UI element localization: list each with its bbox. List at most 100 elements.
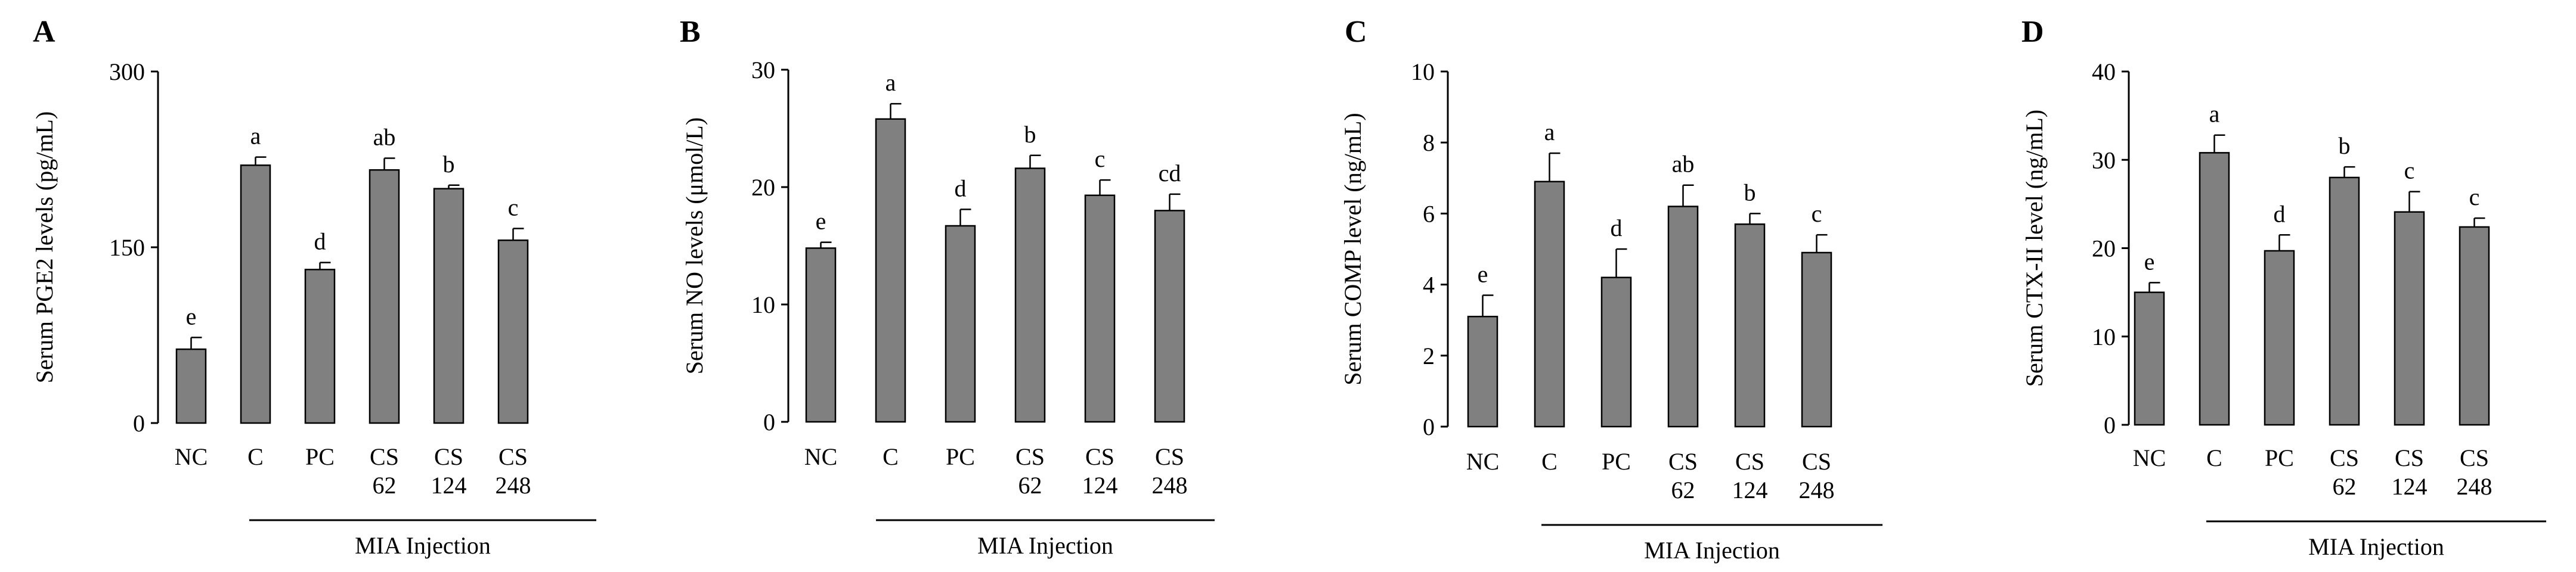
y-tick-label: 30 <box>2092 147 2116 173</box>
significance-letter: d <box>955 175 967 201</box>
y-tick-label: 8 <box>1423 129 1435 156</box>
y-tick-label: 20 <box>2092 235 2116 262</box>
significance-letter: cd <box>1159 160 1181 186</box>
category-label: CS <box>1015 443 1045 470</box>
significance-letter: c <box>1095 145 1106 172</box>
category-label: 62 <box>2333 473 2357 500</box>
category-label: NC <box>1466 448 1500 475</box>
category-label: CS <box>1735 448 1764 475</box>
bar <box>175 348 207 424</box>
category-label: CS <box>2330 444 2359 471</box>
significance-letter: e <box>1478 260 1488 287</box>
category-label: 62 <box>373 472 397 499</box>
significance-letter: a <box>1544 119 1555 145</box>
y-tick-label: 0 <box>1423 414 1435 440</box>
category-label: PC <box>305 443 335 470</box>
significance-letter: a <box>2209 101 2220 128</box>
y-tick-label: 0 <box>2104 412 2116 439</box>
panel-letter: C <box>1345 15 1367 49</box>
y-tick-label: 40 <box>2092 58 2116 85</box>
y-axis-label: Serum PGE2 levels (pg/mL) <box>31 111 58 384</box>
bar <box>875 118 906 423</box>
significance-letter: d <box>314 228 326 255</box>
category-label: 124 <box>431 472 467 499</box>
category-label: 124 <box>1732 477 1768 503</box>
significance-letter: b <box>443 151 455 178</box>
panel-letter: D <box>2021 15 2044 49</box>
significance-letter: c <box>2404 157 2415 184</box>
y-tick-label: 6 <box>1423 200 1435 227</box>
category-label: 248 <box>1152 472 1188 499</box>
category-label: 248 <box>1799 477 1835 503</box>
category-label: 248 <box>2457 473 2493 500</box>
chart-panel-d: D 0 10 20 30 40 Serum CTX-II level (ng/mL) e NC a… <box>2021 15 2546 560</box>
bar <box>1154 210 1185 423</box>
significance-letter: ab <box>373 124 396 151</box>
category-label: 62 <box>1018 472 1042 499</box>
bar <box>2134 291 2165 426</box>
group-label: MIA Injection <box>2308 533 2444 560</box>
bar <box>1801 251 1832 428</box>
category-label: CS <box>434 443 463 470</box>
y-tick-label: 4 <box>1423 272 1435 299</box>
significance-letter: c <box>508 194 519 221</box>
y-tick-label: 150 <box>109 234 145 261</box>
group-label: MIA Injection <box>977 532 1113 559</box>
bar <box>1600 276 1632 428</box>
y-tick-label: 10 <box>751 291 775 318</box>
category-label: 124 <box>2392 473 2428 500</box>
y-tick-label: 30 <box>751 57 775 83</box>
category-label: NC <box>804 443 838 470</box>
significance-letter: b <box>1024 121 1036 148</box>
chart-panel-c: C 0 2 4 6 8 10 Serum COMP level (ng/mL) e NC a Cd PC… <box>1339 15 1883 564</box>
category-label: CS <box>1802 448 1831 475</box>
panel-letter: A <box>33 15 55 49</box>
bar <box>304 269 336 424</box>
bar <box>1534 181 1565 428</box>
category-label: C <box>883 443 899 470</box>
category-label: 124 <box>1082 472 1118 499</box>
category-label: 248 <box>496 472 531 499</box>
significance-letter: d <box>1611 214 1623 241</box>
category-label: NC <box>2133 444 2166 471</box>
category-label: PC <box>1602 448 1631 475</box>
y-tick-label: 20 <box>751 174 775 201</box>
category-label: CS <box>1668 448 1698 475</box>
chart-panel-a: A 0 150 300 Serum PGE2 levels (pg/mL) e NC a Cd P… <box>31 15 596 559</box>
category-label: CS <box>2395 444 2424 471</box>
y-axis-label: Serum NO levels (μmol/L) <box>681 117 708 374</box>
category-label: CS <box>1085 443 1114 470</box>
bar <box>2394 211 2425 426</box>
group-label: MIA Injection <box>355 532 491 559</box>
significance-letter: b <box>2339 132 2351 159</box>
category-label: NC <box>175 443 208 470</box>
bar <box>2199 152 2230 426</box>
category-label: CS <box>1155 443 1184 470</box>
bar <box>945 225 976 423</box>
bar <box>1084 194 1116 423</box>
significance-letter: c <box>2469 184 2480 210</box>
bar <box>497 239 529 424</box>
bar <box>1014 167 1046 423</box>
y-tick-label: 10 <box>2092 324 2116 350</box>
y-tick-label: 300 <box>109 58 145 85</box>
significance-letter: a <box>250 123 261 150</box>
y-axis-label: Serum COMP level (ng/mL) <box>1339 113 1366 385</box>
bar <box>1667 206 1699 428</box>
category-label: 62 <box>1671 477 1695 503</box>
significance-letter: e <box>2144 248 2155 275</box>
y-tick-label: 0 <box>133 410 145 437</box>
bar <box>2329 176 2360 426</box>
category-label: PC <box>2265 444 2294 471</box>
y-tick-label: 2 <box>1423 343 1435 369</box>
significance-letter: d <box>2274 200 2286 227</box>
significance-letter: a <box>886 69 896 96</box>
significance-letter: ab <box>1672 151 1695 178</box>
bar <box>1734 223 1766 428</box>
bar <box>240 164 271 424</box>
category-label: C <box>247 443 264 470</box>
category-label: CS <box>2460 444 2489 471</box>
group-label: MIA Injection <box>1644 537 1780 564</box>
bar <box>369 169 400 424</box>
